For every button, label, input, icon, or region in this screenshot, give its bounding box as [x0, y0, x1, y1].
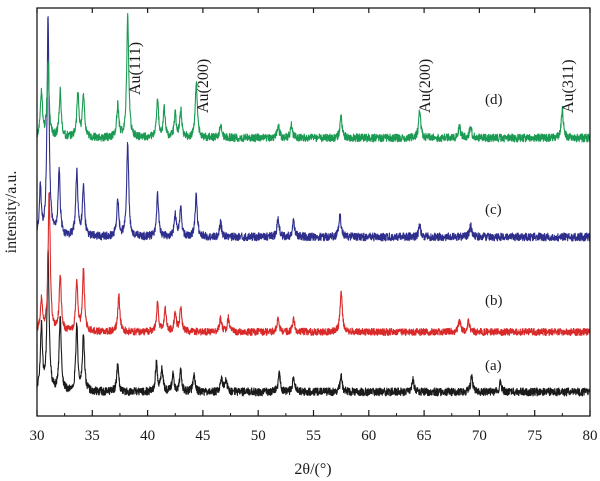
x-tick-label: 75 — [527, 428, 542, 444]
series-label-c: (c) — [485, 202, 502, 218]
x-axis-title: 2θ/(°) — [294, 461, 331, 478]
series-line-c — [36, 16, 591, 242]
series-line-b — [36, 192, 591, 337]
plot-series-group — [36, 12, 591, 397]
x-tick-label: 60 — [361, 428, 376, 444]
series-label-a: (a) — [485, 358, 502, 374]
plot-frame — [36, 7, 591, 417]
series-label-b: (b) — [485, 293, 503, 309]
x-axis-ticks: 30 35 40 45 50 55 60 65 70 75 80 — [30, 8, 598, 444]
x-tick-label: 80 — [583, 428, 598, 444]
series-line-d — [36, 12, 591, 143]
x-tick-label: 45 — [195, 428, 210, 444]
peak-annotations: Au(111) Au(200) Au(200) Au(311) — [127, 42, 577, 113]
series-line-a — [36, 248, 591, 397]
x-tick-label: 50 — [251, 428, 266, 444]
peak-annotation: Au(111) — [127, 42, 144, 95]
x-tick-label: 65 — [417, 428, 432, 444]
peak-annotation: Au(200) — [417, 59, 434, 113]
peak-annotation: Au(200) — [195, 59, 212, 113]
series-label-d: (d) — [485, 92, 503, 108]
x-tick-label: 30 — [30, 428, 45, 444]
x-tick-label: 35 — [85, 428, 100, 444]
x-tick-label: 70 — [472, 428, 487, 444]
peak-annotation: Au(311) — [560, 59, 577, 113]
x-tick-label: 40 — [140, 428, 155, 444]
y-axis-title: intensity/a.u. — [3, 171, 20, 254]
series-labels: (a) (b) (c) (d) — [485, 92, 503, 374]
x-tick-label: 55 — [306, 428, 321, 444]
